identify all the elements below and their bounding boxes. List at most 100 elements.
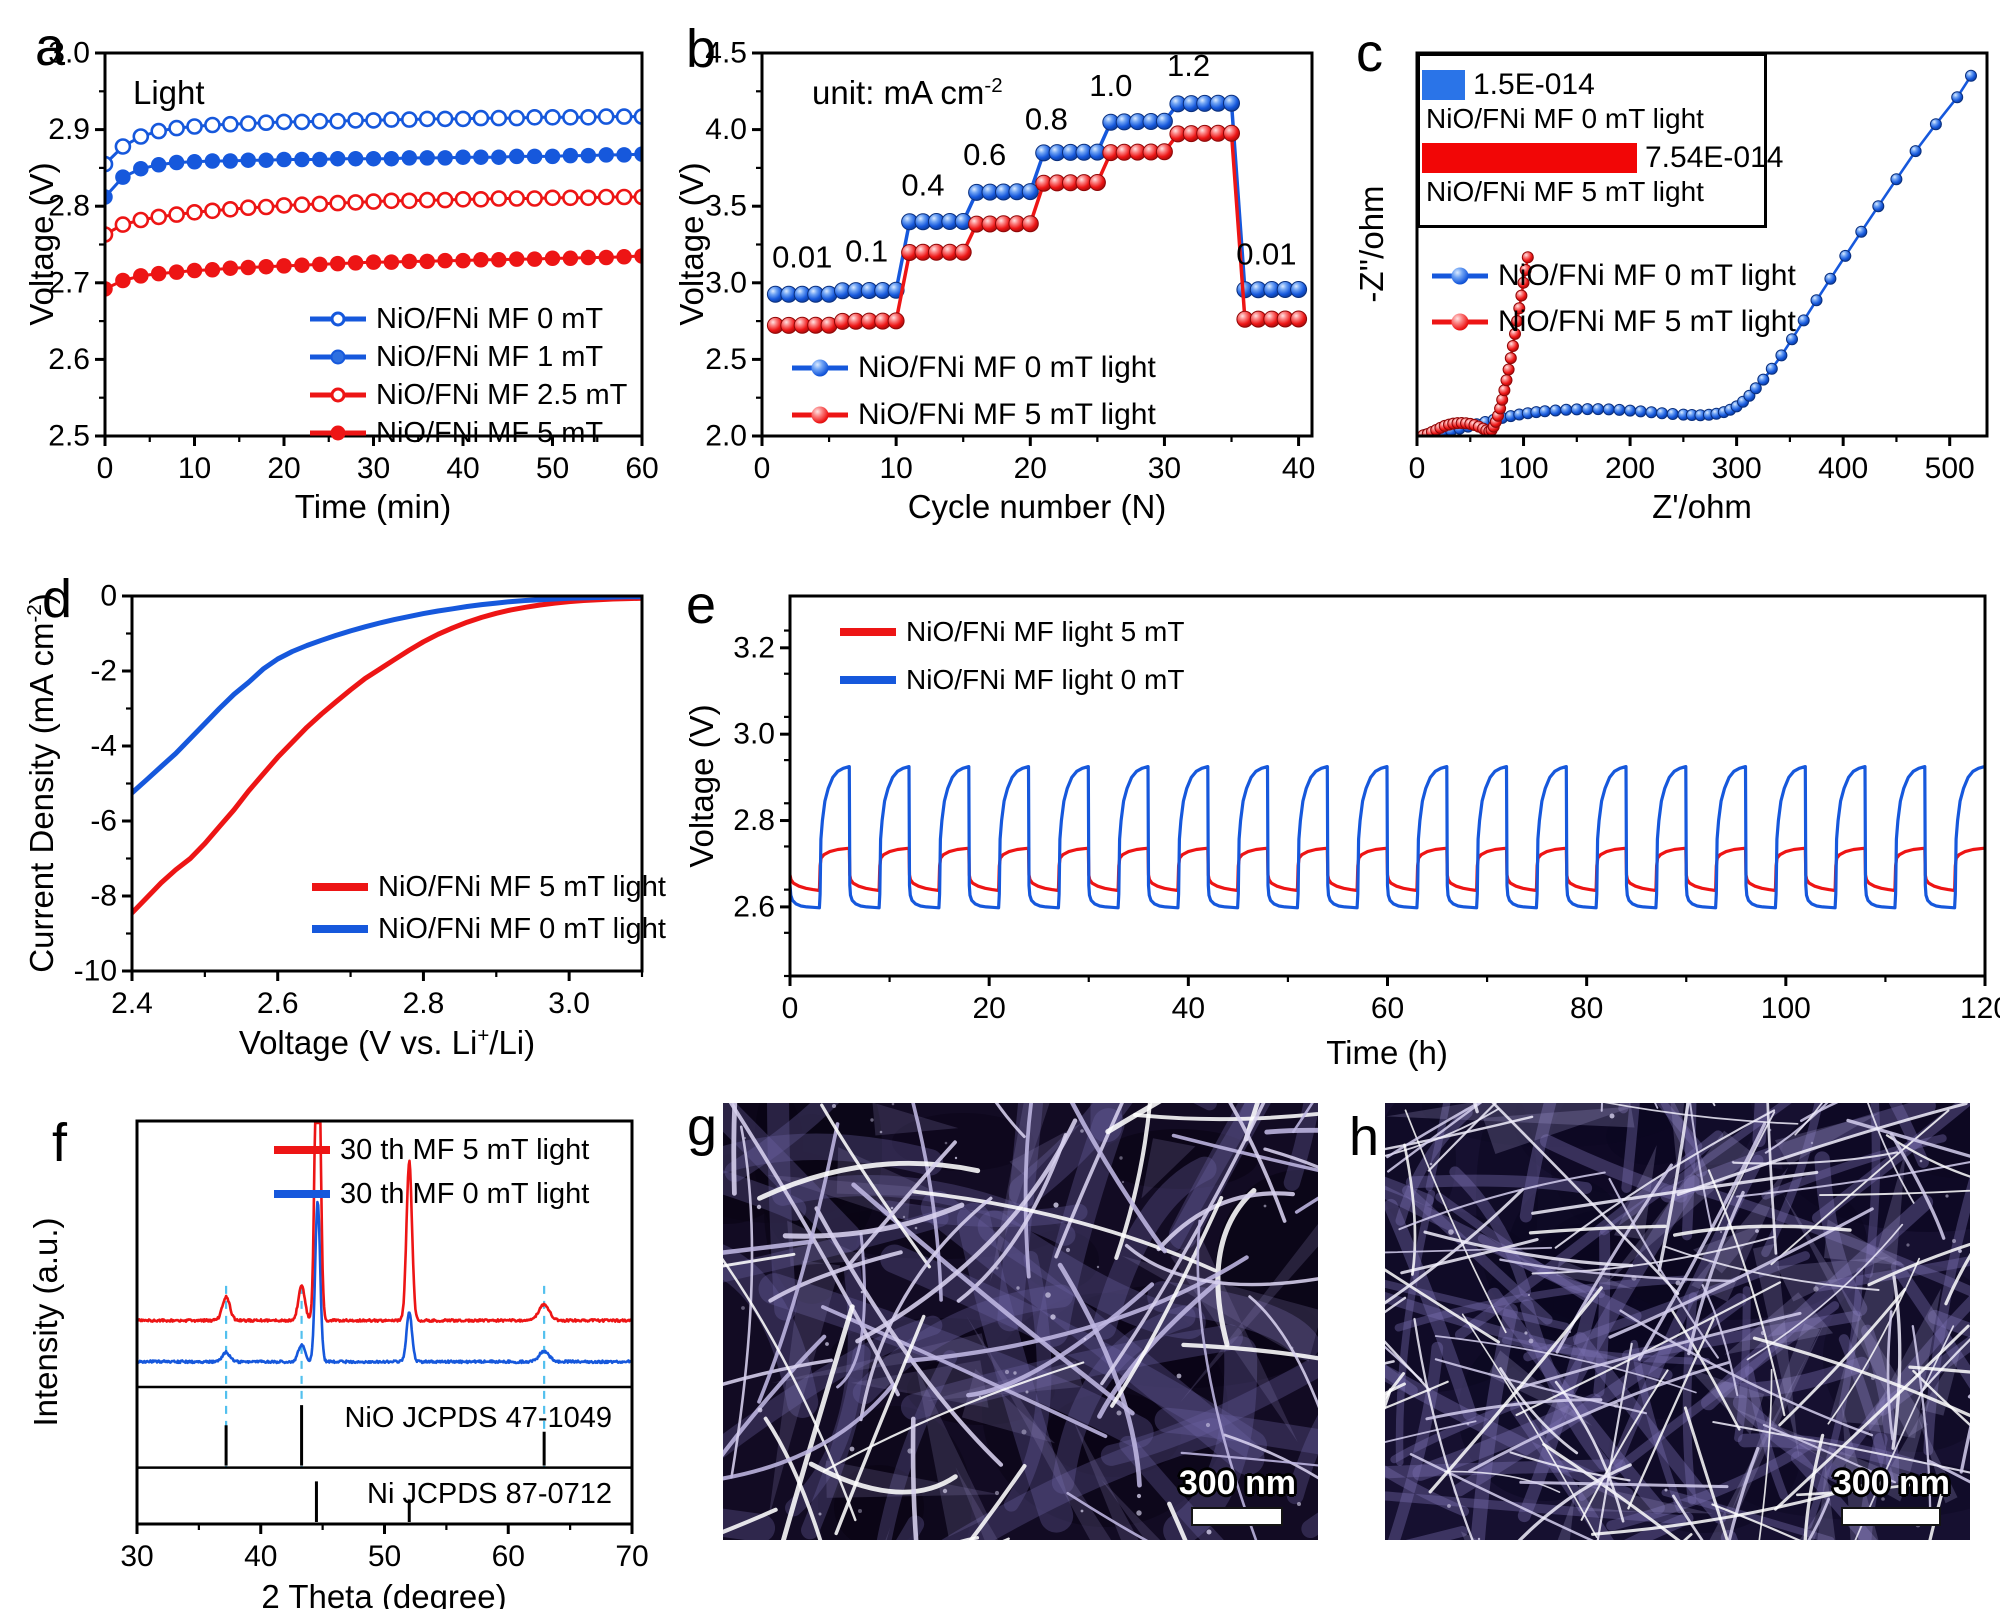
sem-sheet xyxy=(1385,1491,1687,1525)
sem-speck xyxy=(818,1512,822,1516)
x-tick-label: 40 xyxy=(1172,992,1205,1025)
sem-sheet xyxy=(997,1103,1044,1332)
chart-f: 30 40 50 60 70 xyxy=(120,1119,649,1573)
data-marker xyxy=(1511,315,1524,328)
plot-frame xyxy=(760,51,1314,438)
legend-b: NiO/FNi MF 0 mT light NiO/FNi MF 5 mT li… xyxy=(792,344,1156,438)
sem-speck xyxy=(744,1137,746,1139)
sem-ridge xyxy=(1385,1115,1534,1151)
data-marker xyxy=(401,150,418,166)
sem-blade xyxy=(927,1361,1083,1401)
ball-red-icon xyxy=(1432,311,1488,333)
x-tick-label: 40 xyxy=(1282,452,1315,485)
x-tick-label: 120 xyxy=(1960,992,2000,1025)
sem-ridge xyxy=(1670,1308,1741,1431)
sem-speck xyxy=(1613,1402,1619,1408)
line-blue-icon xyxy=(840,669,896,691)
sem-blade xyxy=(851,1360,989,1408)
data-marker xyxy=(150,208,167,226)
sem-speck xyxy=(1025,1390,1029,1394)
sem-ridge xyxy=(1854,1325,1955,1540)
data-marker xyxy=(168,206,185,223)
y-tick-label: -2 xyxy=(90,655,117,688)
data-marker xyxy=(437,150,453,166)
sem-sheet xyxy=(1388,1341,1444,1540)
sem-sheet xyxy=(1385,1198,1477,1421)
x-tick-label: 50 xyxy=(368,1540,401,1573)
sem-sheet xyxy=(1600,1103,1792,1236)
sem-ridge xyxy=(723,1239,815,1255)
panel-a: 0 10 20 30 40 50 60 2.5 2.6 2.7 2.8 2.9 3.0 a Light … xyxy=(15,8,660,553)
sem-sheet xyxy=(766,1103,797,1321)
sem-ridge xyxy=(1171,1133,1318,1173)
sem-ridge xyxy=(1499,1258,1735,1283)
data-marker xyxy=(311,112,329,130)
data-marker xyxy=(633,108,642,125)
x-tick-label: 20 xyxy=(1014,452,1047,485)
annotation: 0.8 xyxy=(1025,102,1068,137)
line-red-icon xyxy=(312,876,368,898)
sem-sheet xyxy=(1385,1459,1626,1479)
sem-sheet xyxy=(1385,1279,1570,1331)
ball-red-icon xyxy=(792,404,848,426)
data-marker xyxy=(1088,174,1106,191)
sem-speck xyxy=(1080,1129,1084,1133)
data-marker xyxy=(1502,363,1515,376)
annotation: 1.2 xyxy=(1167,48,1210,83)
x-axis-label: Cycle number (N) xyxy=(907,488,1167,525)
legend-label: NiO/FNi MF 0 mT light xyxy=(858,350,1156,384)
sem-ridge xyxy=(1180,1451,1318,1467)
sem-speck xyxy=(757,1407,763,1413)
legend-item: NiO/FNi MF 5 mT light xyxy=(312,866,666,908)
scale-bar-label: 300 nm xyxy=(1178,1464,1296,1503)
series-line-1 xyxy=(790,765,1985,910)
sem-ridge xyxy=(1409,1453,1594,1540)
sem-ridge xyxy=(1069,1103,1168,1254)
sem-speck xyxy=(1528,1294,1530,1296)
sem-sheet xyxy=(1154,1407,1318,1455)
data-marker xyxy=(634,248,642,264)
data-marker xyxy=(222,260,239,276)
data-marker xyxy=(312,256,328,273)
sem-speck xyxy=(902,1215,906,1219)
sem-speck xyxy=(1675,1280,1681,1286)
data-marker xyxy=(168,264,185,280)
sem-speck xyxy=(1419,1379,1423,1383)
plot-frame xyxy=(103,51,644,438)
data-marker xyxy=(1765,362,1778,375)
sem-speck xyxy=(1524,1331,1528,1335)
sem-sheet xyxy=(724,1103,839,1182)
sem-sheet xyxy=(1660,1103,1936,1203)
sem-ridge xyxy=(1944,1252,1970,1306)
legend-label: NiO/FNi MF 0 mT light xyxy=(378,912,666,945)
x-tick-label: 60 xyxy=(492,1540,525,1573)
sem-ridge xyxy=(1867,1103,1915,1204)
sem-ridge xyxy=(968,1463,1027,1540)
data-marker xyxy=(1839,249,1852,262)
data-marker xyxy=(1549,404,1562,417)
sem-ridge xyxy=(1413,1317,1474,1540)
x-tick-label: 0 xyxy=(754,452,771,485)
filled-circle-red-icon xyxy=(310,422,366,444)
filled-circle-blue-icon xyxy=(310,346,366,368)
y-tick-label: 3.2 xyxy=(733,631,775,664)
sem-speck xyxy=(879,1130,883,1134)
data-marker xyxy=(887,312,905,330)
data-marker xyxy=(114,138,132,155)
sem-speck xyxy=(1206,1529,1212,1535)
legend-label: NiO/FNi MF 5 mT light xyxy=(858,397,1156,431)
data-marker xyxy=(132,128,150,145)
data-marker xyxy=(222,115,239,133)
data-marker xyxy=(580,249,597,266)
sem-ridge xyxy=(848,1140,957,1266)
plot-frame xyxy=(135,1119,634,1526)
data-marker xyxy=(508,109,526,127)
inset-bar-5mT xyxy=(1422,143,1637,173)
sem-speck xyxy=(1013,1371,1017,1375)
sem-ridge xyxy=(768,1250,903,1303)
sem-sheet xyxy=(1405,1174,1593,1194)
sem-sheet xyxy=(1477,1234,1605,1298)
open-circle-red-icon xyxy=(310,384,366,406)
sem-ridge xyxy=(822,1361,1085,1473)
x-axis-label: Time (h) xyxy=(1326,1034,1448,1071)
